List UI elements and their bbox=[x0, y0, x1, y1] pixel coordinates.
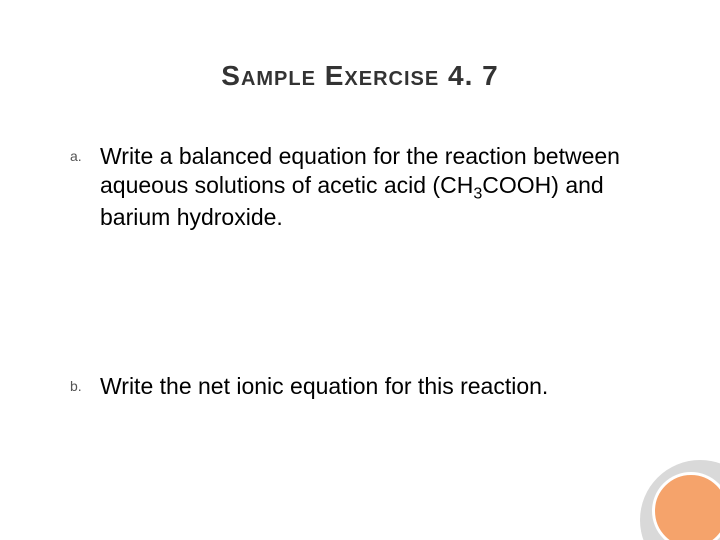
item-text-pre: Write the net ionic equation for this re… bbox=[100, 373, 548, 399]
list-item: b. Write the net ionic equation for this… bbox=[70, 372, 660, 405]
slide: Sample Exercise 4. 7 a. Write a balanced… bbox=[0, 0, 720, 540]
item-subscript: 3 bbox=[473, 184, 482, 202]
corner-decoration bbox=[610, 430, 720, 540]
slide-title: Sample Exercise 4. 7 bbox=[60, 60, 660, 92]
item-marker: b. bbox=[70, 372, 100, 394]
item-text: Write a balanced equation for the reacti… bbox=[100, 142, 660, 232]
item-list: a. Write a balanced equation for the rea… bbox=[70, 142, 660, 405]
item-text: Write the net ionic equation for this re… bbox=[100, 372, 548, 405]
item-marker: a. bbox=[70, 142, 100, 164]
list-item: a. Write a balanced equation for the rea… bbox=[70, 142, 660, 232]
